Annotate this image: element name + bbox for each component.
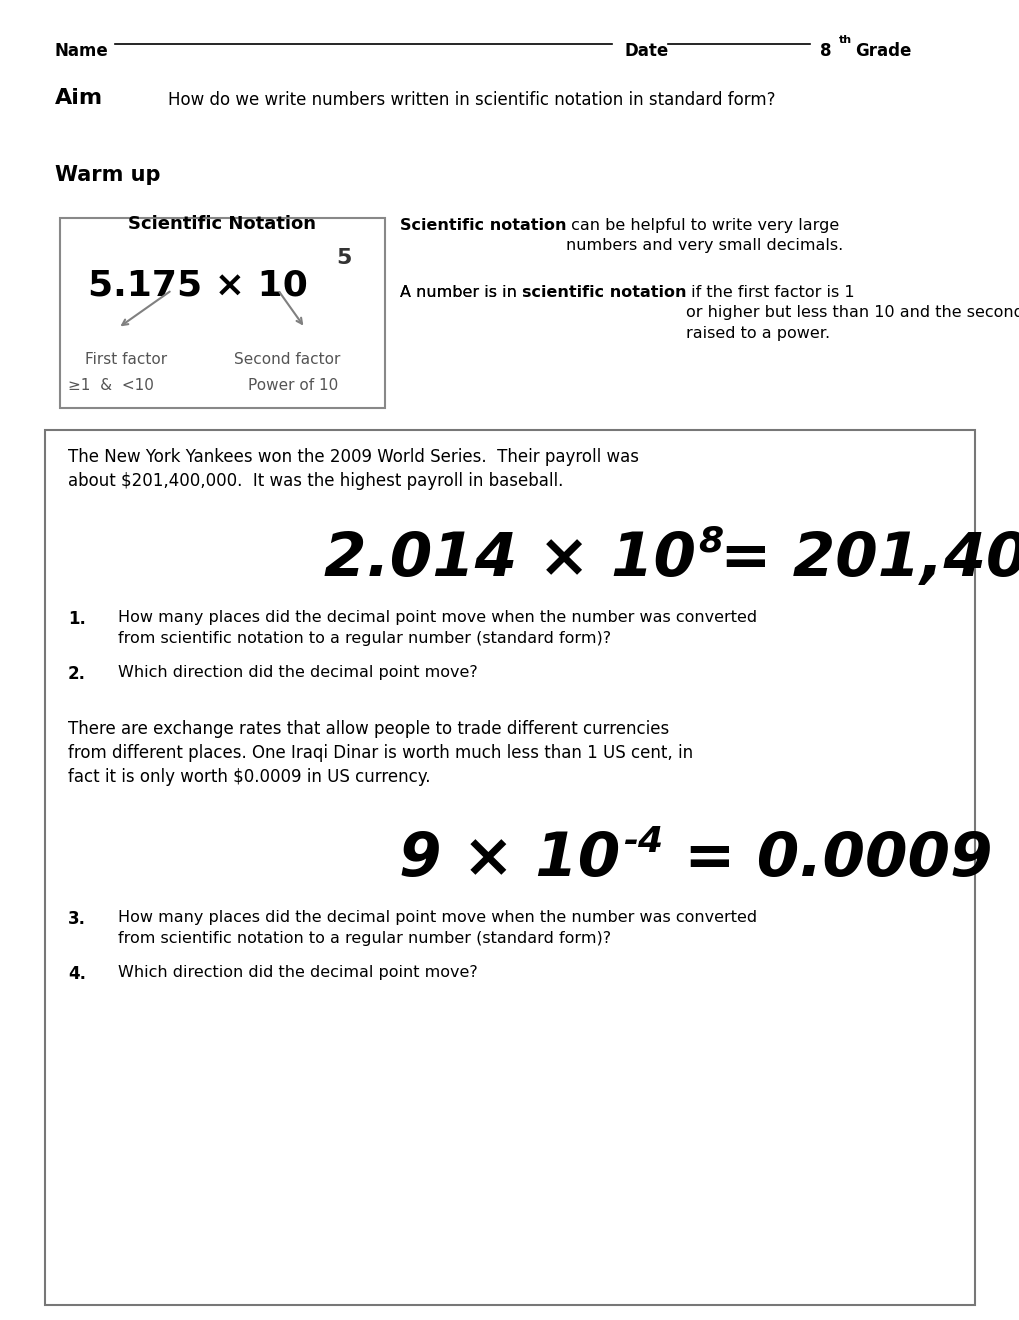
Text: Scientific notation: Scientific notation (399, 218, 566, 234)
Text: 1.: 1. (68, 610, 86, 628)
Text: 8: 8 (697, 525, 722, 558)
Text: Aim: Aim (55, 88, 103, 108)
Text: -4: -4 (622, 825, 662, 859)
Text: Second factor: Second factor (233, 352, 340, 367)
Text: = 0.0009: = 0.0009 (662, 830, 991, 888)
Text: = 201,400,000: = 201,400,000 (698, 531, 1019, 589)
Text: Name: Name (55, 42, 109, 59)
Text: How many places did the decimal point move when the number was converted
from sc: How many places did the decimal point mo… (118, 909, 756, 946)
Bar (45, 430, 974, 1305)
Text: ≥1  &  <10: ≥1 & <10 (68, 378, 154, 393)
Text: How many places did the decimal point move when the number was converted
from sc: How many places did the decimal point mo… (118, 610, 756, 645)
Text: A number is in: A number is in (399, 285, 522, 300)
Text: about $201,400,000.  It was the highest payroll in baseball.: about $201,400,000. It was the highest p… (68, 473, 562, 490)
Text: A number is in: A number is in (399, 285, 522, 300)
Text: Warm up: Warm up (55, 165, 160, 185)
Text: Grade: Grade (854, 42, 911, 59)
Text: 3.: 3. (68, 909, 86, 928)
Text: if the first factor is 1
or higher but less than 10 and the second factor is 10
: if the first factor is 1 or higher but l… (686, 285, 1019, 341)
Text: First factor: First factor (85, 352, 167, 367)
Text: 5.175 × 10: 5.175 × 10 (88, 268, 308, 302)
Text: How do we write numbers written in scientific notation in standard form?: How do we write numbers written in scien… (168, 91, 774, 110)
Text: Scientific Notation: Scientific Notation (128, 215, 316, 234)
Text: 9 × 10: 9 × 10 (399, 830, 620, 888)
Text: scientific notation: scientific notation (522, 285, 686, 300)
Text: can be helpful to write very large
numbers and very small decimals.: can be helpful to write very large numbe… (566, 218, 843, 253)
Text: from different places. One Iraqi Dinar is worth much less than 1 US cent, in: from different places. One Iraqi Dinar i… (68, 744, 693, 762)
Text: fact it is only worth $0.0009 in US currency.: fact it is only worth $0.0009 in US curr… (68, 768, 430, 785)
Text: The New York Yankees won the 2009 World Series.  Their payroll was: The New York Yankees won the 2009 World … (68, 447, 638, 466)
Text: Date: Date (625, 42, 668, 59)
Bar (60, 218, 384, 408)
Text: Power of 10: Power of 10 (248, 378, 338, 393)
Text: 8: 8 (819, 42, 830, 59)
Text: Which direction did the decimal point move?: Which direction did the decimal point mo… (118, 965, 477, 979)
Text: 2.014 × 10: 2.014 × 10 (324, 531, 695, 589)
Text: Which direction did the decimal point move?: Which direction did the decimal point mo… (118, 665, 477, 680)
Text: 5: 5 (335, 248, 351, 268)
Text: th: th (839, 36, 851, 45)
Text: There are exchange rates that allow people to trade different currencies: There are exchange rates that allow peop… (68, 719, 668, 738)
Text: 2.: 2. (68, 665, 86, 682)
Text: 4.: 4. (68, 965, 86, 983)
